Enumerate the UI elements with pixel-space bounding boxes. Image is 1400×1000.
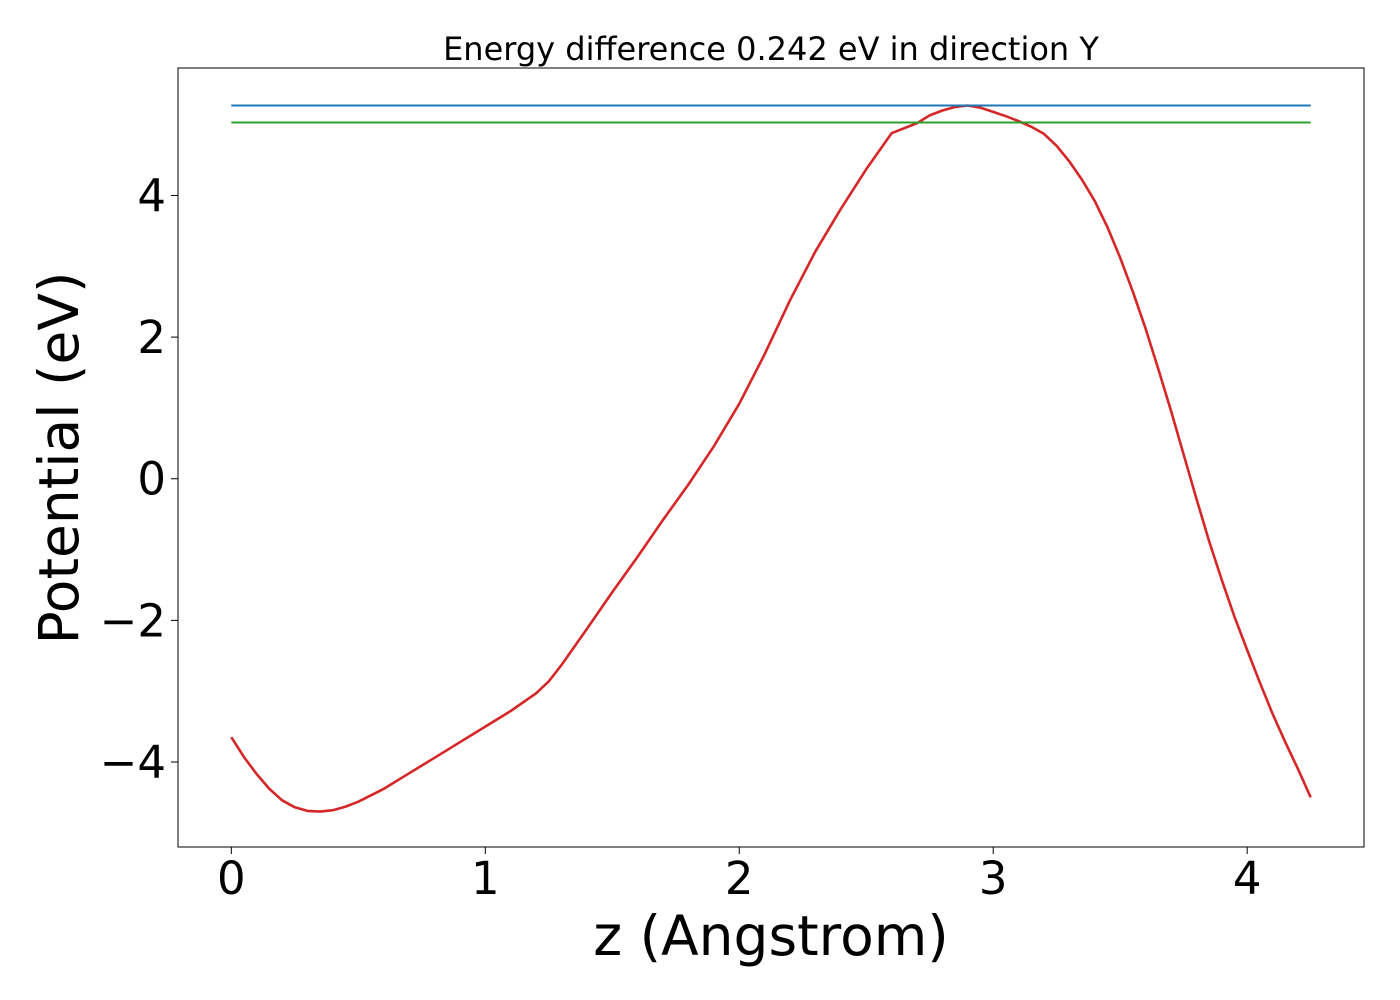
x-axis-ticks: 0 1 2 3 4 xyxy=(217,847,1261,905)
x-tick-label: 3 xyxy=(979,852,1008,905)
y-tick-label: 2 xyxy=(137,311,166,364)
series-layer xyxy=(230,104,1312,813)
chart-title: Energy difference 0.242 eV in direction … xyxy=(443,30,1099,68)
y-axis-label: Potential (eV) xyxy=(27,272,91,645)
x-tick-label: 1 xyxy=(471,852,500,905)
y-axis-ticks: −4 −2 0 2 4 xyxy=(100,169,178,789)
plot-frame xyxy=(177,67,1365,848)
y-tick-label: −2 xyxy=(100,594,166,647)
y-tick-label: 4 xyxy=(137,169,166,222)
series-line-0 xyxy=(230,104,1312,813)
x-tick-label: 4 xyxy=(1233,852,1262,905)
y-tick-label: −4 xyxy=(100,736,166,789)
x-tick-label: 0 xyxy=(217,852,246,905)
y-tick-label: 0 xyxy=(137,453,166,506)
x-axis-label: z (Angstrom) xyxy=(593,904,949,968)
x-tick-label: 2 xyxy=(725,852,754,905)
